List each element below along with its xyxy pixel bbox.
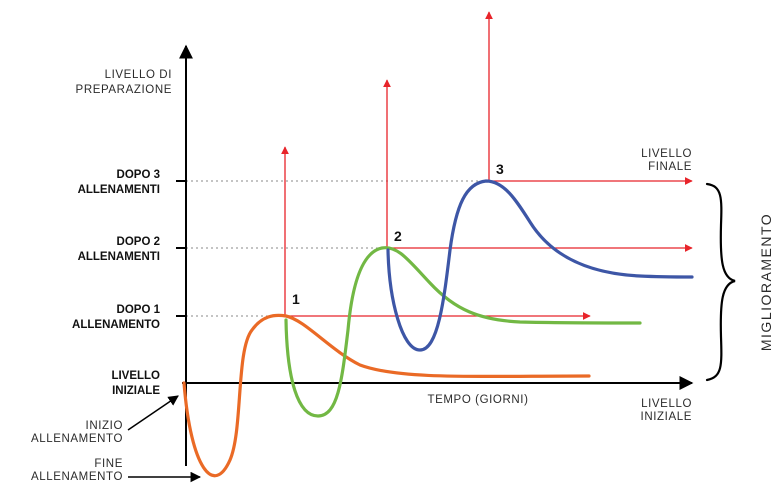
improvement-label: MIGLIORAMENTO <box>758 213 774 351</box>
curve-training-1 <box>182 313 591 478</box>
peak-number-1: 1 <box>292 291 300 307</box>
curve-training-3 <box>386 179 694 352</box>
improvement-bracket <box>705 182 736 382</box>
peak-number-3: 3 <box>496 161 504 177</box>
level-label-3-line-2: ALLENAMENTI <box>78 184 160 196</box>
initial-level-label-line-1: LIVELLO <box>641 398 692 410</box>
level-label-2-line-1: DOPO 2 <box>117 236 160 248</box>
level-label-2-line-2: ALLENAMENTI <box>78 251 160 263</box>
y-axis-title-line-2: PREPARAZIONE <box>76 84 172 96</box>
y-axis-title-line-1: LIVELLO DI <box>105 69 172 81</box>
level-label-1-line-1: DOPO 1 <box>117 304 161 316</box>
start-training-line-2: ALLENAMENTO <box>31 433 123 445</box>
final-level-label-line-1: LIVELLO <box>641 148 692 160</box>
end-training-line-2: ALLENAMENTO <box>31 471 123 483</box>
end-training-line-1: FINE <box>94 458 123 470</box>
level-label-3-line-1: DOPO 3 <box>117 169 160 181</box>
red-arrows <box>281 11 693 320</box>
level-label-1-line-2: ALLENAMENTO <box>72 319 160 331</box>
final-level-label-line-2: FINALE <box>648 161 692 173</box>
level-label-0-line-2: INIZIALE <box>112 385 160 397</box>
initial-level-label-line-2: INIZIALE <box>641 411 692 423</box>
start-training-pointer <box>127 395 179 431</box>
level-label-0-line-1: LIVELLO <box>111 370 160 382</box>
peak-number-2: 2 <box>394 228 402 244</box>
x-axis-title: TEMPO (GIORNI) <box>427 394 528 406</box>
level-guides <box>186 180 482 317</box>
start-training-line-1: INIZIO <box>86 420 123 432</box>
curve-training-2 <box>284 246 642 418</box>
